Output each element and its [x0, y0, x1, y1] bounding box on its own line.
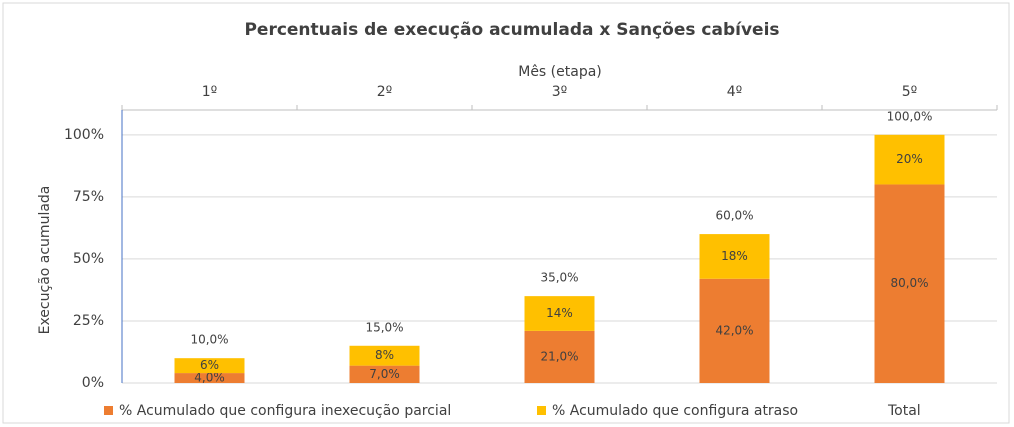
legend-label: % Acumulado que configura atraso — [552, 403, 798, 419]
legend-label: % Acumulado que configura inexecução par… — [119, 403, 451, 419]
chart-title: Percentuais de execução acumulada x Sanç… — [244, 20, 779, 40]
y-tick-label: 0% — [82, 375, 104, 391]
data-label: 7,0% — [369, 367, 400, 381]
bar-segment — [524, 330, 595, 383]
x-tick-label: 2º — [377, 84, 393, 100]
total-label: 10,0% — [190, 333, 228, 347]
bar-segment — [174, 358, 245, 374]
data-label: 14% — [546, 306, 573, 320]
bar-segment — [874, 134, 945, 185]
bar-segment — [874, 184, 945, 383]
bar-segment — [524, 296, 595, 331]
data-label: 21,0% — [540, 349, 578, 363]
x-tick-label: 4º — [727, 84, 743, 100]
total-label: 15,0% — [365, 320, 403, 334]
bar-segment — [174, 373, 245, 383]
legend-swatch — [104, 406, 113, 415]
y-tick-label: 50% — [73, 251, 104, 267]
total-label: 60,0% — [715, 209, 753, 223]
bar-segment — [699, 234, 770, 279]
total-label: 100,0% — [887, 109, 933, 123]
bar-segment — [349, 365, 420, 383]
x-tick-label: 1º — [202, 84, 218, 100]
y-axis-title: Execução acumulada — [37, 186, 53, 335]
bar-segment — [699, 278, 770, 383]
y-tick-label: 100% — [64, 127, 104, 143]
y-tick-label: 25% — [73, 313, 104, 329]
bar-segment — [349, 345, 420, 366]
legend-swatch — [537, 406, 546, 415]
data-label: 4,0% — [194, 371, 225, 385]
y-tick-label: 75% — [73, 189, 104, 205]
data-label: 18% — [721, 249, 748, 263]
x-axis-title: Mês (etapa) — [518, 64, 602, 80]
legend-label: Total — [887, 403, 921, 419]
data-label: 42,0% — [715, 323, 753, 337]
x-tick-label: 5º — [902, 84, 918, 100]
data-label: 80,0% — [890, 276, 928, 290]
data-label: 8% — [375, 348, 394, 362]
data-label: 6% — [200, 358, 219, 372]
x-tick-label: 3º — [552, 84, 568, 100]
data-label: 20% — [896, 152, 923, 166]
total-label: 35,0% — [540, 271, 578, 285]
